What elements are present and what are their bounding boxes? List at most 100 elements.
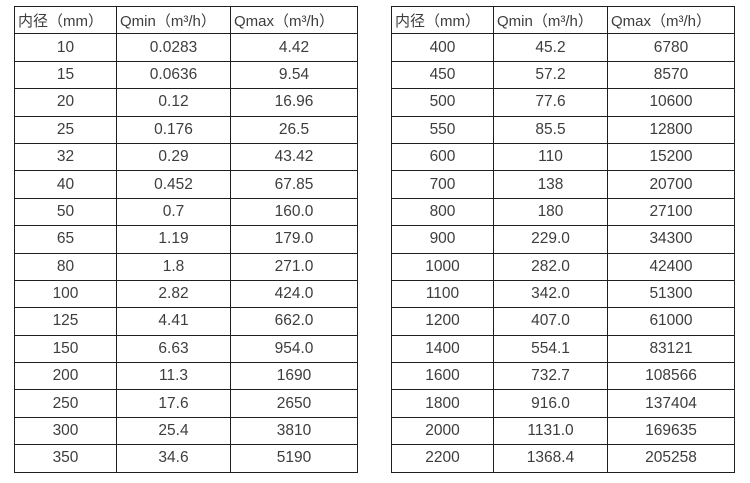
table-cell: 80 xyxy=(14,252,117,281)
table-cell: 424.0 xyxy=(230,279,358,309)
table-cell: 45.2 xyxy=(493,33,608,62)
table-row: 100 2.82 424.0 xyxy=(14,279,358,309)
table-row: 125 4.41 662.0 xyxy=(14,307,358,336)
table-cell: 160.0 xyxy=(230,197,358,227)
table-cell: 16.96 xyxy=(230,88,358,117)
table-cell: 179.0 xyxy=(230,225,358,254)
table-cell: 110 xyxy=(493,142,608,172)
table-cell: 5190 xyxy=(230,444,358,473)
table-row: 150 6.63 954.0 xyxy=(14,334,358,364)
table-cell: 1600 xyxy=(391,362,494,391)
table-cell: 10 xyxy=(14,33,117,62)
table-row: 80 1.8 271.0 xyxy=(14,252,358,281)
table-row: 25 0.176 26.5 xyxy=(14,115,358,144)
table-cell: 229.0 xyxy=(493,225,608,254)
table-cell: 32 xyxy=(14,142,117,172)
table-cell: 400 xyxy=(391,33,494,62)
table-cell: 20 xyxy=(14,88,117,117)
table-cell: 100 xyxy=(14,279,117,309)
table-cell: 25 xyxy=(14,115,117,144)
table-row: 800 180 27100 xyxy=(391,197,735,227)
table-row: 1600 732.7 108566 xyxy=(391,362,735,391)
table-cell: 205258 xyxy=(607,444,735,473)
table-cell: 900 xyxy=(391,225,494,254)
table-cell: 200 xyxy=(14,362,117,391)
table-cell: 9.54 xyxy=(230,60,358,90)
table-cell: 1400 xyxy=(391,334,494,364)
table-row: 600 110 15200 xyxy=(391,142,735,172)
table-cell: 1800 xyxy=(391,389,494,418)
table-row: 700 138 20700 xyxy=(391,170,735,199)
table-cell: 271.0 xyxy=(230,252,358,281)
table-body: 10 0.0283 4.42 15 0.0636 9.54 20 0.12 16.96 25 0.1… xyxy=(14,33,358,473)
flow-rate-tables: 内径（mm） Qmin（m³/h） Qmax（m³/h） 10 0.0283 4.4… xyxy=(14,5,735,473)
table-row: 50 0.7 160.0 xyxy=(14,197,358,227)
table-cell: 3810 xyxy=(230,416,358,446)
table-cell: 137404 xyxy=(607,389,735,418)
table-cell: 34300 xyxy=(607,225,735,254)
table-row: 550 85.5 12800 xyxy=(391,115,735,144)
table-row: 65 1.19 179.0 xyxy=(14,225,358,254)
table-row: 900 229.0 34300 xyxy=(391,225,735,254)
table-cell: 800 xyxy=(391,197,494,227)
table-cell: 0.0283 xyxy=(116,33,231,62)
table-row: 200 11.3 1690 xyxy=(14,362,358,391)
table-cell: 550 xyxy=(391,115,494,144)
column-header-qmin: Qmin（m³/h） xyxy=(493,5,608,35)
table-cell: 4.41 xyxy=(116,307,231,336)
table-cell: 600 xyxy=(391,142,494,172)
table-cell: 180 xyxy=(493,197,608,227)
table-cell: 1131.0 xyxy=(493,416,608,446)
table-cell: 108566 xyxy=(607,362,735,391)
table-cell: 1100 xyxy=(391,279,494,309)
table-cell: 0.452 xyxy=(116,170,231,199)
table-cell: 65 xyxy=(14,225,117,254)
table-cell: 2200 xyxy=(391,444,494,473)
table-cell: 42400 xyxy=(607,252,735,281)
table-cell: 12800 xyxy=(607,115,735,144)
table-cell: 342.0 xyxy=(493,279,608,309)
table-cell: 125 xyxy=(14,307,117,336)
column-header-qmin: Qmin（m³/h） xyxy=(116,5,231,35)
table-cell: 500 xyxy=(391,88,494,117)
table-cell: 2650 xyxy=(230,389,358,418)
table-cell: 25.4 xyxy=(116,416,231,446)
header-row: 内径（mm） Qmin（m³/h） Qmax（m³/h） xyxy=(14,5,358,35)
table-row: 250 17.6 2650 xyxy=(14,389,358,418)
column-header-qmax: Qmax（m³/h） xyxy=(607,5,735,35)
table-row: 1400 554.1 83121 xyxy=(391,334,735,364)
table-cell: 4.42 xyxy=(230,33,358,62)
column-header-qmax: Qmax（m³/h） xyxy=(230,5,358,35)
table-row: 2200 1368.4 205258 xyxy=(391,444,735,473)
table-row: 1100 342.0 51300 xyxy=(391,279,735,309)
table-cell: 1000 xyxy=(391,252,494,281)
table-cell: 43.42 xyxy=(230,142,358,172)
table-cell: 6780 xyxy=(607,33,735,62)
table-cell: 57.2 xyxy=(493,60,608,90)
table-row: 10 0.0283 4.42 xyxy=(14,33,358,62)
table-row: 32 0.29 43.42 xyxy=(14,142,358,172)
table-cell: 85.5 xyxy=(493,115,608,144)
table-row: 1000 282.0 42400 xyxy=(391,252,735,281)
table-cell: 0.29 xyxy=(116,142,231,172)
table-cell: 169635 xyxy=(607,416,735,446)
table-cell: 1.19 xyxy=(116,225,231,254)
table-cell: 26.5 xyxy=(230,115,358,144)
table-cell: 300 xyxy=(14,416,117,446)
table-cell: 2000 xyxy=(391,416,494,446)
table-cell: 8570 xyxy=(607,60,735,90)
table-cell: 50 xyxy=(14,197,117,227)
table-cell: 17.6 xyxy=(116,389,231,418)
table-cell: 954.0 xyxy=(230,334,358,364)
table-cell: 554.1 xyxy=(493,334,608,364)
table-cell: 0.12 xyxy=(116,88,231,117)
table-cell: 1200 xyxy=(391,307,494,336)
flow-table-left: 内径（mm） Qmin（m³/h） Qmax（m³/h） 10 0.0283 4.4… xyxy=(14,5,358,473)
column-header-diameter: 内径（mm） xyxy=(391,5,494,35)
table-cell: 20700 xyxy=(607,170,735,199)
table-cell: 0.0636 xyxy=(116,60,231,90)
table-cell: 40 xyxy=(14,170,117,199)
table-row: 2000 1131.0 169635 xyxy=(391,416,735,446)
table-cell: 916.0 xyxy=(493,389,608,418)
table-row: 1800 916.0 137404 xyxy=(391,389,735,418)
